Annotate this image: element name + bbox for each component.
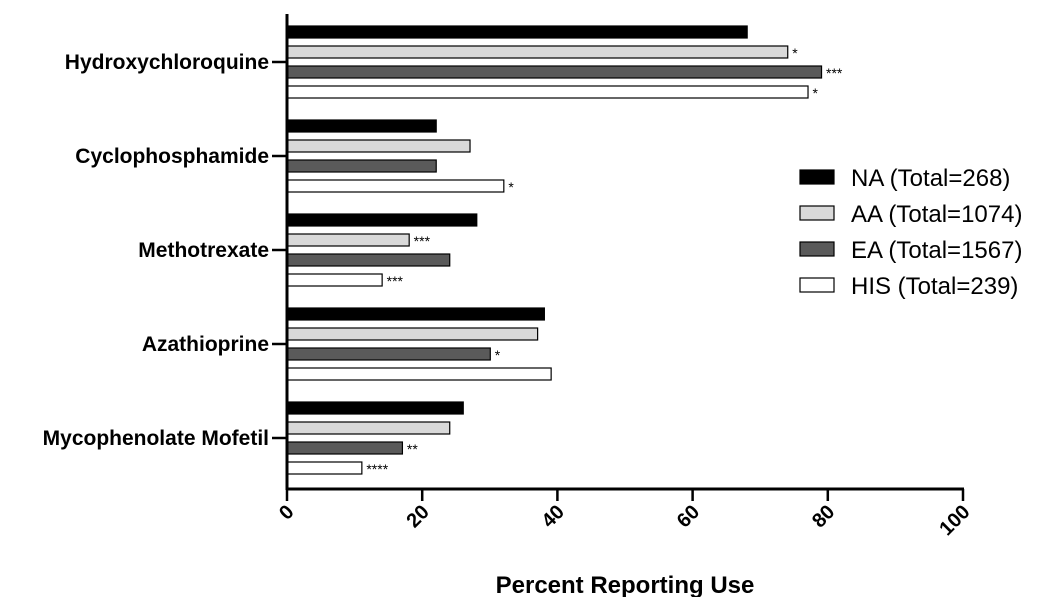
x-tick-label: 40	[538, 501, 569, 532]
legend-label: HIS (Total=239)	[851, 273, 1018, 300]
bar	[286, 85, 809, 99]
bar	[286, 461, 363, 475]
bar	[286, 307, 545, 321]
significance-label: **	[407, 441, 418, 457]
legend-swatch	[799, 241, 835, 257]
legend-label: NA (Total=268)	[851, 165, 1010, 192]
bar	[286, 159, 437, 173]
bar	[286, 179, 505, 193]
bar	[286, 45, 789, 59]
significance-label: *	[813, 85, 819, 101]
legend-swatch	[799, 205, 835, 221]
category-label: Mycophenolate Mofetil	[43, 427, 269, 450]
x-tick-label: 80	[808, 501, 839, 532]
legend-swatch	[799, 169, 835, 185]
bar	[286, 273, 383, 287]
legend-swatch	[799, 277, 835, 293]
significance-label: *	[508, 179, 514, 195]
significance-annotations: *******************	[366, 45, 843, 477]
legend-label: AA (Total=1074)	[851, 201, 1022, 228]
category-label: Methotrexate	[138, 239, 269, 262]
bar	[286, 25, 748, 39]
bar	[286, 253, 451, 267]
bar	[286, 213, 478, 227]
bar	[286, 367, 552, 381]
bar	[286, 139, 471, 153]
category-label: Azathioprine	[142, 333, 269, 356]
significance-label: ****	[366, 461, 388, 477]
significance-label: ***	[387, 273, 404, 289]
x-tick-labels: 0 20 40 60 80 100	[275, 501, 974, 540]
legend: NA (Total=268) AA (Total=1074) EA (Total=1…	[799, 165, 1022, 300]
bar	[286, 347, 491, 361]
bar	[286, 421, 451, 435]
axes-group	[272, 14, 965, 501]
bar	[286, 65, 823, 79]
bar	[286, 441, 404, 455]
bars-group	[286, 25, 823, 475]
significance-label: ***	[414, 233, 431, 249]
bar	[286, 401, 464, 415]
bar	[286, 119, 437, 133]
category-label: Cyclophosphamide	[75, 145, 269, 168]
bar	[286, 327, 539, 341]
category-labels: Hydroxychloroquine Cyclophosphamide Methot…	[43, 51, 269, 450]
significance-label: ***	[826, 65, 843, 81]
significance-label: *	[792, 45, 798, 61]
x-tick-label: 100	[935, 501, 974, 540]
x-tick-label: 20	[402, 501, 433, 532]
significance-label: *	[495, 347, 501, 363]
bar	[286, 233, 410, 247]
x-tick-label: 0	[275, 501, 298, 524]
legend-label: EA (Total=1567)	[851, 237, 1022, 264]
x-tick-label: 60	[673, 501, 704, 532]
x-axis-title: Percent Reporting Use	[496, 572, 755, 597]
category-label: Hydroxychloroquine	[65, 51, 269, 74]
